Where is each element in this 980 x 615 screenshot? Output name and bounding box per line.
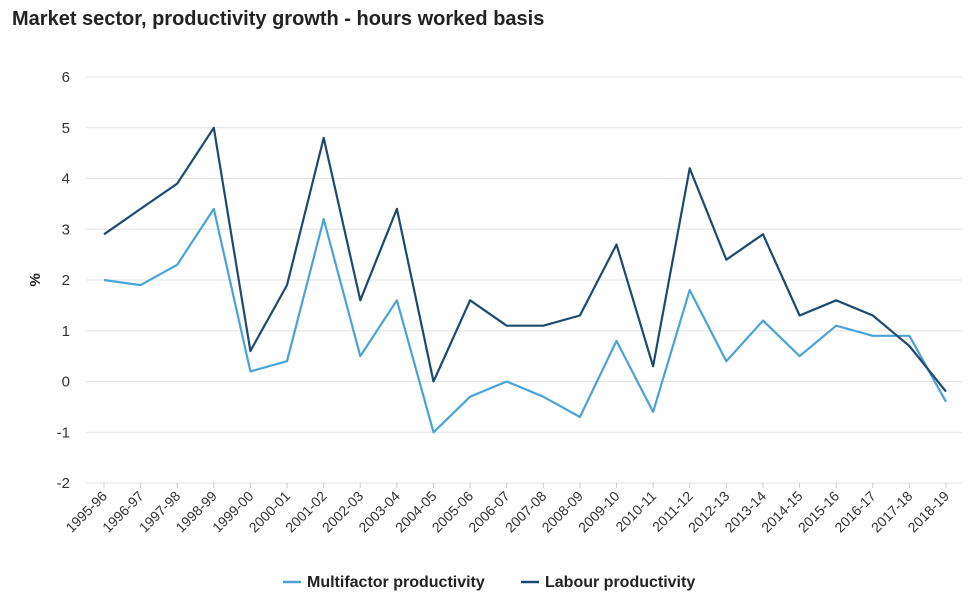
data-point: [578, 314, 582, 318]
data-point: [102, 278, 106, 282]
y-tick-label: 0: [62, 374, 70, 391]
data-point: [212, 207, 216, 211]
data-point: [322, 136, 326, 140]
data-point: [798, 314, 802, 318]
legend-label: Labour productivity: [545, 574, 695, 591]
series-line-multifactor: [103, 207, 947, 434]
legend-label: Multifactor productivity: [307, 574, 485, 591]
data-point: [505, 324, 509, 328]
data-point: [724, 258, 728, 262]
y-tick-label: 5: [62, 120, 70, 137]
x-tick-label: 2009-10: [575, 488, 623, 536]
data-point: [871, 314, 875, 318]
data-point: [907, 334, 911, 338]
data-point: [175, 263, 179, 267]
data-point: [358, 354, 362, 358]
chart-title: Market sector, productivity growth - hou…: [12, 8, 545, 30]
y-tick-label: 3: [62, 221, 70, 238]
data-point: [688, 166, 692, 170]
data-point: [431, 380, 435, 384]
data-point: [541, 395, 545, 399]
data-point: [322, 217, 326, 221]
data-point: [212, 126, 216, 130]
y-tick-label: -1: [57, 424, 70, 441]
data-point: [688, 288, 692, 292]
data-point: [834, 298, 838, 302]
data-point: [798, 354, 802, 358]
data-point: [468, 395, 472, 399]
data-point: [907, 344, 911, 348]
data-point: [358, 298, 362, 302]
data-point: [615, 242, 619, 246]
data-point: [285, 359, 289, 363]
data-point: [248, 349, 252, 353]
data-point: [102, 232, 106, 236]
data-point: [871, 334, 875, 338]
y-tick-label: -2: [57, 475, 70, 492]
data-point: [139, 283, 143, 287]
data-point: [175, 182, 179, 186]
data-point: [395, 298, 399, 302]
data-point: [395, 207, 399, 211]
data-point: [541, 324, 545, 328]
y-tick-label: 4: [62, 171, 70, 188]
y-tick-label: 1: [62, 323, 70, 340]
data-point: [139, 207, 143, 211]
y-axis-label: %: [27, 273, 44, 286]
data-point: [724, 359, 728, 363]
data-point: [761, 232, 765, 236]
x-tick-label: 2018-19: [904, 488, 952, 536]
data-point: [468, 298, 472, 302]
data-point: [431, 430, 435, 434]
data-point: [761, 319, 765, 323]
data-point: [285, 283, 289, 287]
data-point: [944, 400, 948, 404]
data-point: [651, 410, 655, 414]
data-point: [248, 369, 252, 373]
series-line-labour: [103, 126, 947, 393]
y-tick-label: 6: [62, 69, 70, 86]
data-point: [615, 339, 619, 343]
data-point: [834, 324, 838, 328]
data-point: [651, 364, 655, 368]
data-point: [505, 380, 509, 384]
data-point: [578, 415, 582, 419]
data-point: [944, 390, 948, 394]
y-tick-label: 2: [62, 272, 70, 289]
